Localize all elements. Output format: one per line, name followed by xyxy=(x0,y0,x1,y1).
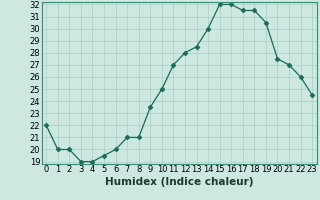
X-axis label: Humidex (Indice chaleur): Humidex (Indice chaleur) xyxy=(105,177,253,187)
